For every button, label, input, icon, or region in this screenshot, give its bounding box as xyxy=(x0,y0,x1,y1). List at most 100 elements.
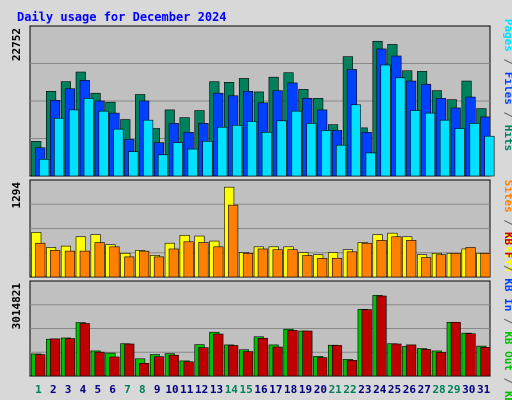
panel-hits-files-pages: 22752 xyxy=(10,25,495,177)
bar-sites-day-12 xyxy=(198,242,209,278)
bar-kb-f-day-22 xyxy=(346,360,357,377)
bar-kb-f-day-20 xyxy=(317,357,328,377)
y-max-label: 3014821 xyxy=(10,283,23,330)
bar-kb-f-day-4 xyxy=(79,323,90,377)
bar-kb-f-day-13 xyxy=(213,333,224,377)
bar-pages-day-30 xyxy=(469,123,480,177)
bar-pages-day-12 xyxy=(202,141,213,177)
bar-pages-day-13 xyxy=(217,126,228,177)
y-max-label: 1294 xyxy=(10,182,23,209)
day-label-10: 10 xyxy=(165,383,178,396)
legend-top: Pages / Files / Hits xyxy=(502,19,512,152)
day-label-17: 17 xyxy=(269,383,282,396)
chart-panels: 22752 1294 3014821 xyxy=(10,25,495,377)
day-axis-labels: 1 2 3 4 5 6 7 8 9 10 11 12 13 14 15 16 17 18 19 20 21 22 23 24 2… xyxy=(35,383,490,396)
day-label-1: 1 xyxy=(35,383,42,396)
bar-kb-f-day-7 xyxy=(124,343,135,377)
bar-sites-day-25 xyxy=(391,236,402,278)
bar-pages-day-10 xyxy=(172,142,183,177)
bar-kb-f-day-18 xyxy=(287,330,298,377)
bar-kb-f-day-16 xyxy=(257,337,268,377)
bar-pages-day-31 xyxy=(484,135,495,177)
legend-entry: Hits xyxy=(502,125,512,152)
bar-kb-f-day-10 xyxy=(168,354,179,377)
legend-entry: Pages xyxy=(502,19,512,52)
bar-pages-day-9 xyxy=(157,154,169,177)
legend-entry: KB In xyxy=(502,278,512,311)
bar-sites-day-1 xyxy=(35,242,46,278)
day-label-9: 9 xyxy=(154,383,161,396)
chart-title: Daily usage for December 2024 xyxy=(17,10,227,24)
day-label-25: 25 xyxy=(388,383,401,396)
bar-sites-day-21 xyxy=(331,258,343,278)
series-kb-f xyxy=(35,295,491,377)
bar-sites-day-27 xyxy=(421,257,432,278)
bar-pages-day-18 xyxy=(291,110,302,177)
legend-entry: Sites xyxy=(502,180,512,213)
day-label-20: 20 xyxy=(314,383,327,396)
day-label-31: 31 xyxy=(477,383,491,396)
bar-sites-day-22 xyxy=(346,251,357,278)
day-label-7: 7 xyxy=(124,383,131,396)
day-label-4: 4 xyxy=(80,383,87,396)
day-label-12: 12 xyxy=(195,383,208,396)
legend-entry: Files xyxy=(502,72,512,105)
bar-sites-day-15 xyxy=(242,252,254,278)
bar-pages-day-16 xyxy=(261,132,272,177)
bar-kb-f-day-15 xyxy=(242,351,254,377)
bar-sites-day-18 xyxy=(287,249,298,278)
bar-sites-day-17 xyxy=(272,249,283,278)
bar-kb-f-day-1 xyxy=(35,354,46,377)
legend-middle: Sites / Visits xyxy=(502,180,512,273)
bar-kb-f-day-25 xyxy=(391,343,402,377)
legend-entry: KB Out xyxy=(502,331,512,371)
bar-pages-day-7 xyxy=(128,151,139,177)
day-label-23: 23 xyxy=(358,383,371,396)
bar-sites-day-13 xyxy=(213,246,224,278)
day-label-30: 30 xyxy=(462,383,475,396)
day-label-3: 3 xyxy=(65,383,72,396)
bar-sites-day-14 xyxy=(228,204,239,278)
bar-pages-day-2 xyxy=(54,117,65,177)
bar-kb-f-day-11 xyxy=(183,361,194,377)
bar-sites-day-8 xyxy=(139,250,150,278)
day-label-14: 14 xyxy=(225,383,239,396)
bar-sites-day-29 xyxy=(450,252,461,278)
bar-sites-day-3 xyxy=(64,250,75,278)
legend-bottom: KB F / KB In / KB Out / KB In xyxy=(502,232,512,400)
series-pages xyxy=(39,64,495,177)
bar-sites-day-10 xyxy=(168,248,179,278)
bar-pages-day-15 xyxy=(246,121,258,177)
bar-pages-day-22 xyxy=(350,104,361,177)
bar-sites-day-6 xyxy=(109,246,120,278)
bar-pages-day-4 xyxy=(83,98,94,177)
bar-sites-day-11 xyxy=(183,241,194,278)
bar-sites-day-5 xyxy=(94,242,105,278)
bar-pages-day-24 xyxy=(380,64,391,177)
bar-kb-f-day-23 xyxy=(361,309,372,377)
day-label-6: 6 xyxy=(109,383,116,396)
day-label-8: 8 xyxy=(139,383,146,396)
day-label-13: 13 xyxy=(210,383,223,396)
bar-pages-day-17 xyxy=(276,120,287,177)
day-label-11: 11 xyxy=(180,383,194,396)
bar-kb-f-day-28 xyxy=(435,352,446,377)
bar-kb-f-day-9 xyxy=(153,356,165,377)
bar-kb-f-day-17 xyxy=(272,346,283,377)
day-label-18: 18 xyxy=(284,383,297,396)
bar-kb-f-day-12 xyxy=(198,347,209,377)
bar-pages-day-27 xyxy=(425,112,436,177)
bar-sites-day-30 xyxy=(465,247,476,278)
bar-kb-f-day-31 xyxy=(480,347,491,377)
legend-entry: / xyxy=(502,258,512,278)
y-max-label: 22752 xyxy=(10,28,23,61)
legend-entry: KB In xyxy=(502,391,512,400)
bar-kb-f-day-19 xyxy=(302,330,313,377)
day-label-5: 5 xyxy=(94,383,101,396)
bar-pages-day-25 xyxy=(395,77,406,177)
bar-sites-day-19 xyxy=(302,255,313,278)
bar-sites-day-31 xyxy=(480,252,491,278)
day-label-24: 24 xyxy=(373,383,387,396)
bar-sites-day-28 xyxy=(435,254,446,278)
